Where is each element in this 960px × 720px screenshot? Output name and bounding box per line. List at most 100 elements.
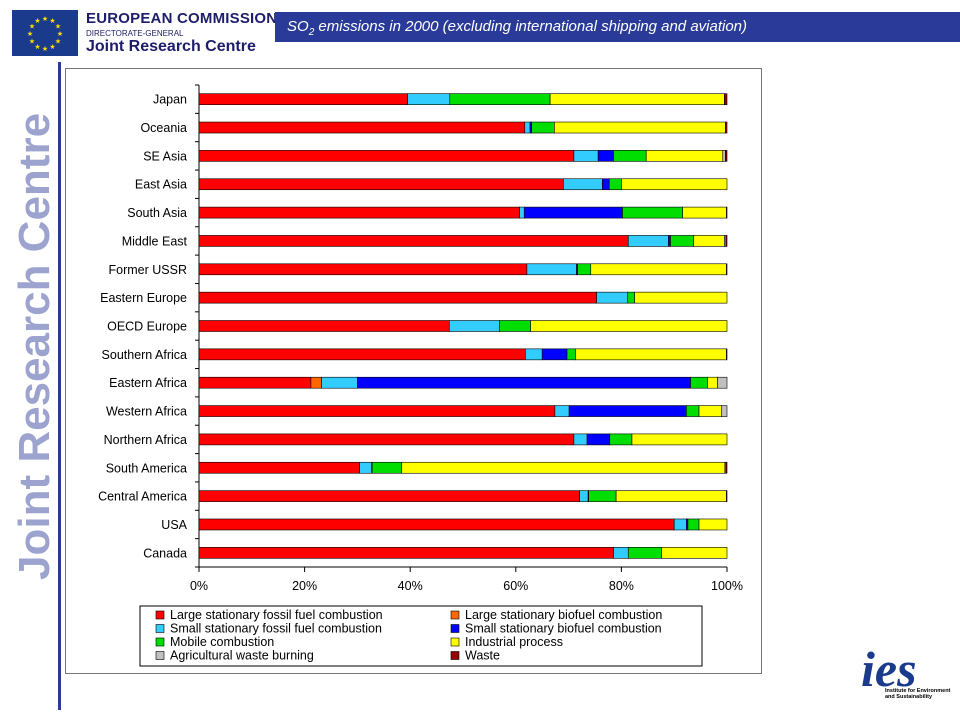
bar-segment: [198, 93, 408, 105]
bar-segment: [577, 263, 592, 276]
bar-segment: [198, 547, 614, 559]
category-label: USA: [161, 518, 187, 532]
legend-label: Small stationary biofuel combustion: [465, 622, 662, 636]
chart-panel: Japan Oceania SE Asia East Asia South Asia Mi…: [65, 68, 762, 674]
eu-flag-logo: ★★★★★★★★★ ★ ★★: [12, 10, 78, 56]
bar-segment: [726, 348, 728, 361]
legend-label: Agricultural waste burning: [170, 649, 314, 663]
category-label: Japan: [153, 93, 187, 107]
bar-segment: [631, 433, 728, 446]
bar-segment: [198, 178, 564, 191]
bar-segment: [670, 235, 695, 247]
bar-segment: [526, 263, 577, 276]
sidebar-divider: [58, 62, 61, 710]
bar-segment: [717, 376, 728, 389]
category-label: Middle East: [122, 234, 188, 248]
bar-segment: [524, 348, 543, 361]
eu-star-icon: ★: [42, 45, 48, 53]
x-tick-label: 40%: [398, 579, 423, 593]
bar-segment: [524, 121, 531, 134]
category-label: Southern Africa: [102, 348, 188, 362]
legend-swatch: [155, 610, 165, 620]
bar-segment: [597, 150, 614, 162]
bar-segment: [686, 405, 700, 417]
legend-swatch: [450, 624, 460, 633]
bar-segment: [726, 263, 728, 276]
bar-segment: [673, 518, 687, 531]
eu-star-icon: ★: [29, 38, 35, 46]
category-label: East Asia: [135, 178, 187, 192]
bar-segment: [609, 433, 633, 446]
category-label: SE Asia: [143, 149, 187, 163]
legend-box: [139, 605, 703, 667]
stacked-bar-chart: Japan Oceania SE Asia East Asia South Asia Mi…: [98, 84, 743, 667]
eu-star-icon: ★: [49, 17, 55, 25]
bar-segment: [198, 150, 575, 162]
category-label: Northern Africa: [104, 433, 187, 447]
eu-star-icon: ★: [42, 15, 48, 23]
bar-segment: [608, 178, 622, 191]
bar-segment: [198, 376, 312, 389]
ies-caption: Institute for Environment and Sustainabi…: [885, 688, 951, 700]
bar-segment: [725, 121, 728, 134]
bar-segment: [627, 235, 669, 247]
bar-segment: [359, 461, 372, 474]
bar-segment: [586, 433, 611, 446]
bar-segment: [371, 461, 403, 474]
bar-segment: [698, 518, 728, 531]
bar-segment: [407, 93, 451, 105]
x-tick-label: 20%: [292, 579, 317, 593]
organization-name: EUROPEAN COMMISSION: [86, 10, 278, 27]
bar-segment: [613, 547, 629, 559]
bar-segment: [198, 320, 450, 332]
bar-segment: [198, 461, 360, 474]
x-tick-label: 0%: [190, 579, 208, 593]
x-tick-label: 100%: [711, 579, 743, 593]
x-tick-label: 80%: [609, 579, 634, 593]
directorate-general: DIRECTORATE-GENERAL: [86, 29, 184, 38]
x-tick-label: 60%: [503, 579, 528, 593]
category-label: Former USSR: [109, 263, 187, 277]
category-label: Canada: [143, 546, 187, 560]
legend-label: Large stationary biofuel combustion: [465, 608, 662, 622]
bar-segment: [523, 206, 623, 219]
legend-swatch: [450, 637, 460, 647]
eu-star-icon: ★: [34, 17, 40, 25]
legend-label: Industrial process: [465, 635, 563, 649]
bar-segment: [726, 206, 728, 219]
category-label: Eastern Africa: [109, 376, 187, 390]
bar-segment: [499, 320, 531, 332]
bar-segment: [519, 206, 525, 219]
bar-segment: [725, 235, 728, 247]
bar-segment: [566, 348, 576, 361]
bar-segment: [198, 263, 528, 276]
bar-segment: [725, 150, 728, 162]
bar-segment: [725, 461, 728, 474]
legend-label: Waste: [465, 649, 500, 663]
bar-segment: [602, 178, 610, 191]
bar-segment: [198, 291, 597, 304]
bar-segment: [693, 235, 725, 247]
header: ★ ★ ★ ★ ★ ★ ★ ★ ★ ★ ★ ★ EUROPEAN COMMISSION DIRECTO…: [0, 0, 960, 62]
bar-segment: [549, 93, 725, 105]
ies-logo-text: ies: [861, 641, 917, 697]
bar-segment: [198, 490, 580, 502]
bar-segment: [726, 490, 728, 502]
bar-segment: [613, 150, 647, 162]
title-suffix: emissions in 2000 (excluding internation…: [314, 18, 748, 35]
category-label: Western Africa: [106, 405, 187, 419]
category-label: Central America: [98, 490, 187, 504]
sidebar-vertical-title: Joint Research Centre: [10, 112, 59, 580]
bar-segment: [682, 206, 727, 219]
legend-swatch: [450, 610, 460, 620]
legend-swatch: [155, 637, 165, 647]
bar-segment: [554, 121, 726, 134]
bar-segment: [321, 376, 358, 389]
bar-segment: [622, 206, 683, 219]
category-label: South Asia: [127, 206, 187, 220]
category-label: South America: [106, 461, 187, 475]
bar-segment: [722, 150, 726, 162]
bar-segment: [563, 178, 603, 191]
bar-segment: [621, 178, 728, 191]
bar-segment: [615, 490, 727, 502]
